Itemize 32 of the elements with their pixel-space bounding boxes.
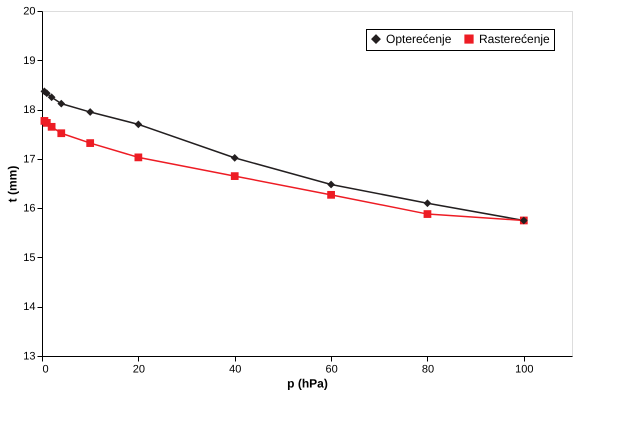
point — [327, 190, 335, 199]
point — [48, 93, 56, 102]
x-axis-title: p (hPa) — [287, 376, 328, 390]
point — [230, 172, 239, 180]
point — [86, 108, 94, 116]
legend-label: Rasterećenje — [479, 32, 550, 46]
x-tick-label: 80 — [422, 364, 434, 376]
x-tick-label: 20 — [132, 364, 145, 376]
x-tick-label: 100 — [515, 364, 534, 376]
x-tick-label: 0 — [42, 364, 49, 376]
y-tick-label: 20 — [23, 6, 36, 18]
point — [327, 180, 335, 188]
point — [230, 154, 239, 162]
point — [424, 210, 432, 218]
y-tick-label: 17 — [23, 153, 36, 166]
y-tick-label: 19 — [23, 54, 36, 67]
y-tick-label: 16 — [23, 202, 36, 215]
y-tick-label: 13 — [23, 350, 36, 362]
point — [424, 199, 432, 208]
x-tick-label: 40 — [229, 364, 242, 376]
y-tick-label: 14 — [23, 301, 36, 314]
y-axis-title: t (mm) — [5, 166, 20, 202]
x-tick-label: 60 — [325, 364, 338, 376]
y-tick-label: 18 — [23, 104, 36, 116]
y-tick-label: 15 — [23, 252, 36, 264]
point — [134, 154, 142, 162]
point — [57, 100, 66, 108]
point — [134, 120, 142, 128]
point — [86, 139, 94, 147]
legend-label: Opterećenje — [386, 32, 452, 46]
point — [40, 117, 48, 125]
point — [57, 129, 66, 138]
